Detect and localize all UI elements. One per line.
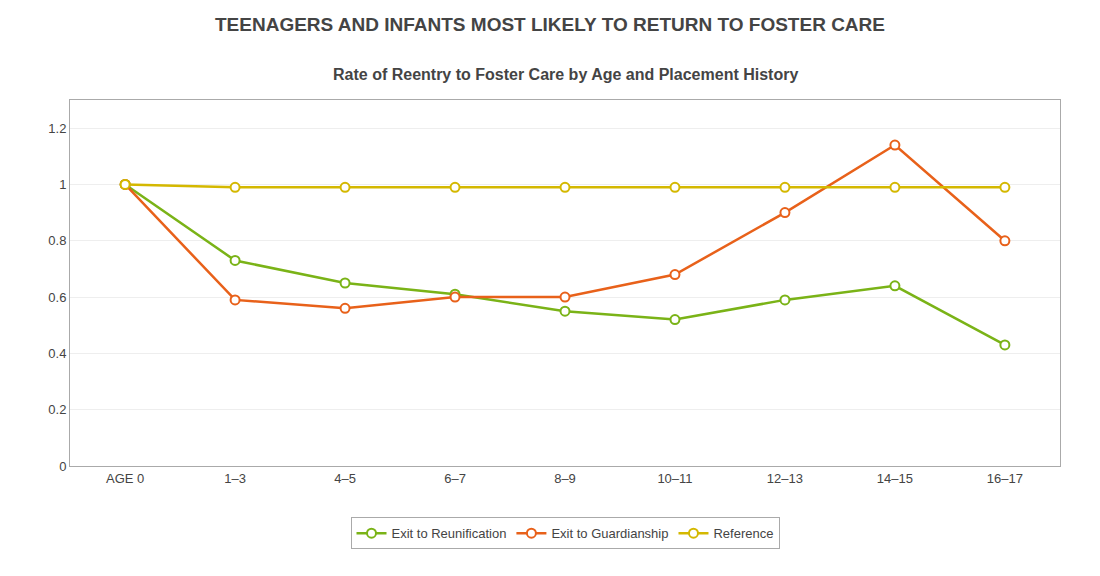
svg-text:1: 1 [59,177,66,192]
svg-text:Exit to Reunification: Exit to Reunification [392,526,507,541]
svg-text:0.4: 0.4 [48,346,66,361]
svg-text:0.2: 0.2 [48,402,66,417]
svg-text:0.6: 0.6 [48,290,66,305]
svg-text:14–15: 14–15 [877,471,913,486]
svg-text:12–13: 12–13 [767,471,803,486]
svg-text:AGE 0: AGE 0 [106,471,144,486]
svg-text:0.8: 0.8 [48,233,66,248]
svg-text:8–9: 8–9 [554,471,576,486]
svg-text:1.2: 1.2 [48,121,66,136]
svg-text:TEENAGERS AND INFANTS MOST LIK: TEENAGERS AND INFANTS MOST LIKELY TO RET… [215,14,885,35]
svg-text:1–3: 1–3 [224,471,246,486]
svg-text:4–5: 4–5 [334,471,356,486]
svg-text:Reference: Reference [713,526,773,541]
svg-text:Rate of Reentry to Foster Care: Rate of Reentry to Foster Care by Age an… [333,66,798,83]
svg-text:6–7: 6–7 [444,471,466,486]
svg-text:10–11: 10–11 [657,471,692,486]
svg-text:0: 0 [59,459,66,474]
svg-text:16–17: 16–17 [987,471,1023,486]
svg-text:Exit to Guardianship: Exit to Guardianship [551,526,668,541]
